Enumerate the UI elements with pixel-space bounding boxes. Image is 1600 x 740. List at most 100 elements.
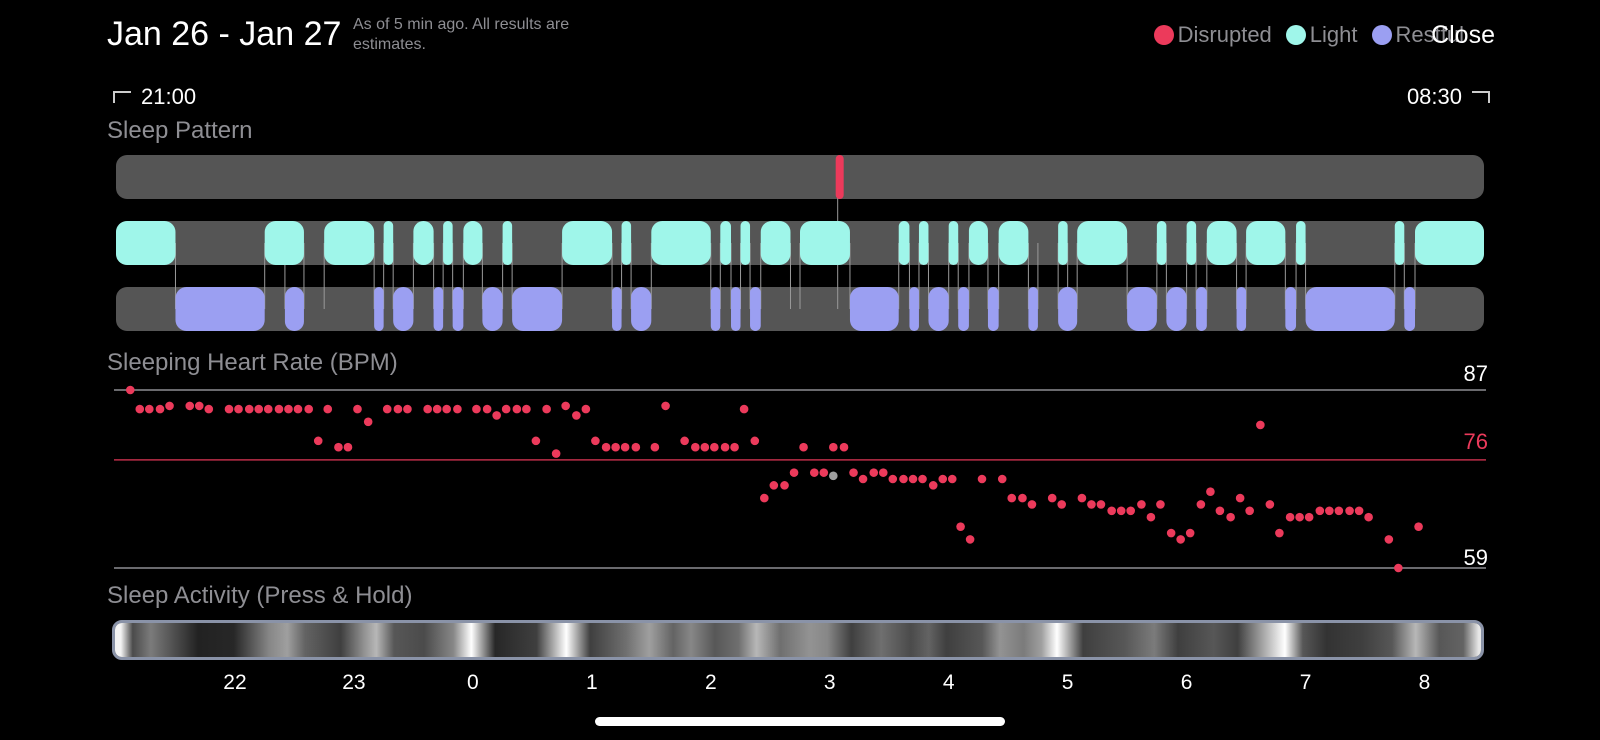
time-axis: 22 23 0 1 2 3 4 5 6 7 8 [0, 670, 1600, 700]
light-segment [760, 221, 791, 265]
restful-segment [710, 287, 721, 331]
hr-point [155, 404, 165, 414]
hr-point [482, 404, 492, 414]
hr-point [1215, 506, 1225, 516]
hr-point [1256, 420, 1265, 430]
hr-point [1345, 506, 1354, 516]
restful-segment [393, 287, 414, 331]
hr-point [403, 404, 412, 414]
hr-point [1137, 500, 1146, 509]
hr-point [750, 436, 760, 446]
light-segment [116, 221, 176, 265]
hr-point [363, 417, 373, 427]
hr-point [720, 442, 730, 452]
light-segment [1206, 221, 1237, 265]
hr-point [472, 404, 481, 414]
hr-point [234, 404, 243, 414]
hr-point [620, 442, 630, 452]
time-axis-tick: 1 [585, 671, 598, 694]
heart-rate-chart[interactable] [0, 360, 1600, 580]
hr-point [531, 436, 541, 446]
hr-point [572, 411, 581, 420]
light-segment [443, 221, 453, 265]
hr-point [1295, 512, 1304, 522]
hr-point [780, 481, 789, 490]
hr-point [135, 404, 145, 414]
close-button[interactable]: Close [1431, 21, 1495, 49]
hr-point [501, 404, 511, 414]
hr-point [542, 404, 551, 414]
restful-segment [512, 287, 563, 331]
hr-point [1087, 500, 1096, 509]
restful-segment [482, 287, 503, 331]
hr-point [1047, 493, 1057, 503]
hr-point [710, 442, 719, 452]
hr-point [1235, 493, 1245, 503]
hr-point [512, 404, 522, 414]
hr-point [1096, 500, 1106, 509]
sleep-activity-bar[interactable] [112, 620, 1484, 660]
time-axis-tick: 0 [467, 671, 479, 694]
restful-swatch-icon [1371, 25, 1392, 45]
legend-item-restful: Restful [1371, 22, 1464, 48]
hr-point [522, 404, 531, 414]
light-segment [1058, 221, 1068, 265]
light-segment [1246, 221, 1286, 265]
restful-segment [175, 287, 265, 331]
light-segment [1156, 221, 1167, 265]
legend-item-light: Light [1285, 22, 1358, 48]
hr-point [631, 442, 641, 452]
hr-point [1176, 535, 1185, 544]
hr-point [224, 404, 234, 414]
time-axis-tick: 22 [223, 671, 247, 694]
hr-point [1414, 522, 1423, 531]
sleep-pattern-label: Sleep Pattern [107, 117, 253, 144]
start-time-marker: 21:00 [113, 83, 196, 111]
hr-point [965, 535, 975, 544]
hr-point [809, 468, 819, 477]
hr-point [145, 404, 154, 414]
restful-segment [1305, 287, 1395, 331]
hr-point [858, 474, 868, 484]
hr-point [680, 436, 689, 446]
hr-point [1384, 535, 1394, 544]
hr-point [1007, 493, 1017, 503]
hr-point [423, 404, 432, 414]
stage-legend: Disrupted Light Restful [1153, 20, 1464, 50]
hr-point [956, 522, 965, 531]
hr-point [1206, 487, 1215, 497]
hr-point [1285, 512, 1295, 522]
hr-point [254, 404, 264, 414]
hr-point [1156, 500, 1165, 509]
hr-point [700, 442, 710, 452]
restful-segment [631, 287, 652, 331]
hr-point [928, 481, 938, 490]
restful-segment [1166, 287, 1187, 331]
hr-point [1315, 506, 1325, 516]
hr-point [1354, 506, 1364, 516]
light-segment [502, 221, 513, 265]
hr-outlier-point [829, 471, 838, 481]
light-segment [562, 221, 613, 265]
activity-heatmap [115, 623, 1481, 657]
track-disrupted [116, 155, 1484, 199]
restful-segment [909, 287, 919, 331]
restful-segment [958, 287, 969, 331]
legend-item-disrupted: Disrupted [1153, 22, 1272, 48]
hr-point [1057, 500, 1067, 509]
sleep-pattern-chart[interactable] [0, 150, 1600, 340]
hr-point [293, 404, 303, 414]
light-segment [651, 221, 711, 265]
hr-point [888, 474, 898, 484]
restful-segment [731, 287, 741, 331]
hr-point [304, 404, 314, 414]
hr-point [274, 404, 284, 414]
home-indicator[interactable] [595, 717, 1005, 726]
hr-point [769, 481, 779, 490]
start-bracket-icon [113, 91, 131, 103]
restful-segment [1028, 287, 1038, 331]
estimate-note: As of 5 min ago. All results are estimat… [353, 16, 570, 53]
hr-point [581, 404, 591, 414]
time-axis-tick: 6 [1180, 671, 1193, 694]
light-segment [948, 221, 959, 265]
